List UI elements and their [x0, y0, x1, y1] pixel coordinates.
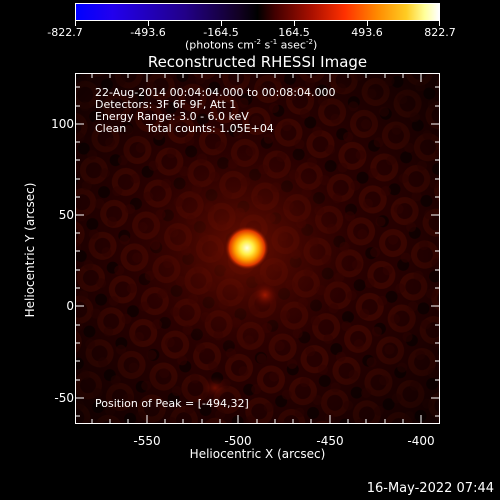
- x-tick-label: -500: [224, 434, 252, 448]
- x-tick-label: -450: [316, 434, 344, 448]
- colorbar-units: (photons cm-2 s-1 asec-2): [185, 38, 318, 52]
- y-tick-label: 0: [66, 299, 74, 313]
- colorbar-ticks: [75, 21, 440, 26]
- y-tick-label: 50: [58, 208, 74, 222]
- info-line-1: 22-Aug-2014 00:04:04.000 to 00:08:04.000: [95, 86, 336, 99]
- info-line-4-clean: Clean: [95, 122, 127, 135]
- x-tick-label: -550: [133, 434, 161, 448]
- colorbar-tick-label: 493.6: [351, 26, 383, 39]
- image-canvas: [75, 73, 440, 424]
- timestamp: 16-May-2022 07:44: [366, 481, 494, 496]
- peak-position-label: Position of Peak = [-494,32]: [95, 397, 249, 410]
- colorbar-tick-label: -493.6: [130, 26, 166, 39]
- rhessi-image: 22-Aug-2014 00:04:04.000 to 00:08:04.000…: [75, 73, 440, 424]
- info-line-3: Energy Range: 3.0 - 6.0 keV: [95, 110, 249, 123]
- edge-vignette: [75, 73, 440, 424]
- colorbar-tick-label: 822.7: [424, 26, 456, 39]
- image-title: Reconstructed RHESSI Image: [147, 53, 368, 71]
- y-axis-label: Heliocentric Y (arcsec): [23, 182, 37, 318]
- x-axis-label: Heliocentric X (arcsec): [189, 447, 326, 461]
- colorbar-tick-label: 164.5: [278, 26, 310, 39]
- x-tick-label: -400: [407, 434, 435, 448]
- info-line-4-counts: Total counts: 1.05E+04: [146, 122, 274, 135]
- y-tick-label: 100: [51, 117, 74, 131]
- info-line-2: Detectors: 3F 6F 9F, Att 1: [95, 98, 237, 111]
- y-tick-label: -50: [54, 391, 74, 405]
- colorbar-tick-label: -164.5: [203, 26, 239, 39]
- colorbar: [75, 3, 440, 21]
- colorbar-tick-label: -822.7: [47, 26, 83, 39]
